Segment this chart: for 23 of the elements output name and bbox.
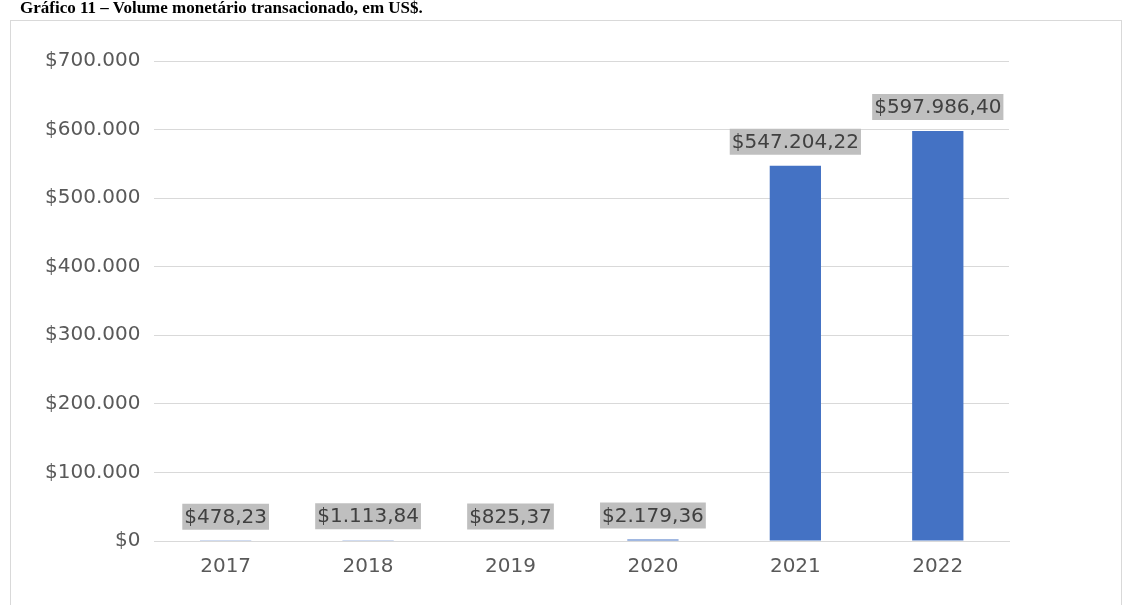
y-tick-label: $300.000 (44, 321, 141, 346)
y-tick-label: $0 (114, 527, 141, 552)
data-label: $478,23 (184, 503, 267, 528)
data-label: $2.179,36 (602, 502, 704, 527)
y-tick-label: $100.000 (44, 458, 141, 483)
x-tick-label: 2018 (342, 553, 394, 578)
x-tick-label: 2020 (627, 553, 679, 578)
x-tick-label: 2021 (769, 553, 821, 578)
y-tick-label: $700.000 (44, 47, 141, 72)
x-tick-label: 2022 (912, 553, 964, 578)
x-tick-label: 2017 (200, 553, 252, 578)
data-label: $1.113,84 (317, 503, 419, 528)
data-label: $547.204,22 (731, 128, 859, 153)
x-tick-label: 2019 (485, 553, 536, 578)
y-tick-label: $200.000 (44, 390, 141, 415)
bar (912, 130, 964, 541)
data-label: $825,37 (469, 503, 552, 528)
data-label: $597.986,40 (874, 94, 1002, 119)
y-tick-label: $600.000 (44, 115, 141, 140)
chart-title: Gráfico 11 – Volume monetário transacionado, em US$. (20, 0, 423, 18)
bar (769, 165, 821, 541)
y-tick-label: $500.000 (44, 184, 141, 209)
y-tick-label: $400.000 (44, 252, 141, 277)
